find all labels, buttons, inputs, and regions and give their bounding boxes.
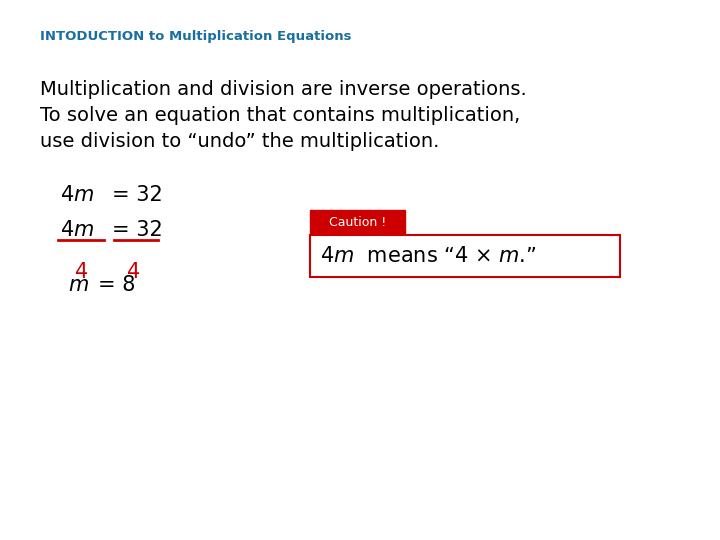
Text: 4$m$: 4$m$ (60, 220, 94, 240)
Text: use division to “undo” the multiplication.: use division to “undo” the multiplicatio… (40, 132, 439, 151)
Text: 4$m$  means “4 × $m$.”: 4$m$ means “4 × $m$.” (320, 246, 536, 266)
Text: = 32: = 32 (112, 220, 163, 240)
Text: 4: 4 (75, 262, 89, 282)
Text: = 32: = 32 (112, 185, 163, 205)
Text: $m$: $m$ (68, 275, 89, 295)
FancyBboxPatch shape (310, 235, 620, 277)
FancyBboxPatch shape (310, 210, 405, 234)
Text: Multiplication and division are inverse operations.: Multiplication and division are inverse … (40, 80, 527, 99)
Text: 4$m$: 4$m$ (60, 185, 94, 205)
Text: = 8: = 8 (98, 275, 135, 295)
Text: To solve an equation that contains multiplication,: To solve an equation that contains multi… (40, 106, 521, 125)
Text: 4: 4 (127, 262, 140, 282)
Text: INTODUCTION to Multiplication Equations: INTODUCTION to Multiplication Equations (40, 30, 351, 43)
Text: Caution !: Caution ! (329, 215, 386, 228)
